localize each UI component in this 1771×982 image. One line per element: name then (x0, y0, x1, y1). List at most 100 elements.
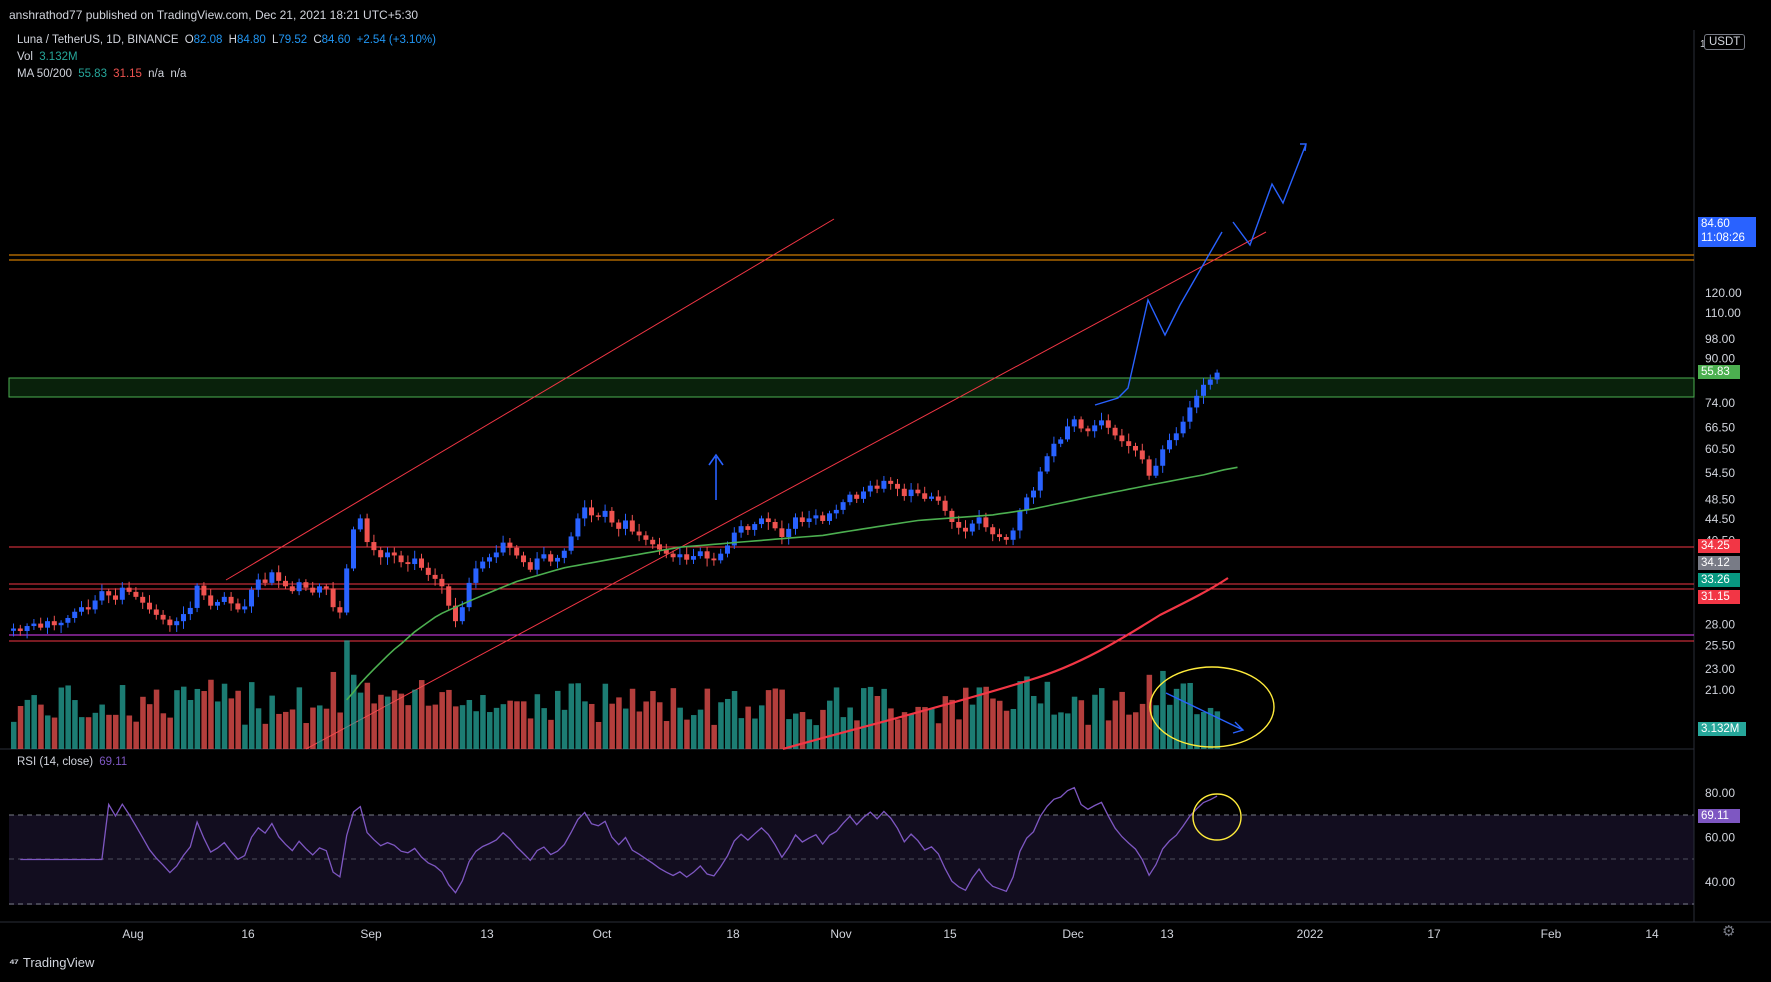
candle-body[interactable] (1058, 439, 1064, 444)
candle-body[interactable] (772, 522, 778, 529)
candle-body[interactable] (759, 518, 764, 525)
candle-body[interactable] (466, 582, 472, 608)
candle-body[interactable] (1010, 530, 1016, 540)
candle-body[interactable] (364, 518, 370, 543)
candle-body[interactable] (901, 488, 907, 497)
candle-body[interactable] (51, 621, 57, 626)
candle-body[interactable] (670, 553, 676, 558)
candle-body[interactable] (956, 522, 962, 528)
candle-body[interactable] (963, 527, 968, 532)
candle-body[interactable] (806, 518, 812, 523)
candle-body[interactable] (1065, 426, 1070, 440)
candle-body[interactable] (235, 603, 241, 610)
settings-gear-icon[interactable]: ⚙ (1722, 923, 1736, 940)
candle-body[interactable] (833, 509, 839, 514)
candle-body[interactable] (731, 532, 737, 546)
candle-body[interactable] (861, 491, 866, 499)
candle-body[interactable] (990, 527, 996, 535)
candle-body[interactable] (677, 554, 683, 558)
candle-body[interactable] (595, 515, 601, 517)
candle-body[interactable] (480, 561, 486, 569)
candle-body[interactable] (1146, 459, 1152, 476)
candle-body[interactable] (344, 568, 350, 613)
rsi-circle-highlight[interactable] (1192, 793, 1242, 841)
candle-body[interactable] (1214, 372, 1220, 380)
rsi-axis-ticks[interactable]: 80.00 60.00 40.00 (1705, 786, 1735, 889)
candle-body[interactable] (915, 489, 921, 494)
candle-body[interactable] (582, 507, 588, 519)
candle-body[interactable] (181, 614, 186, 622)
candle-body[interactable] (113, 595, 118, 600)
candle-body[interactable] (799, 517, 805, 523)
candle-body[interactable] (555, 557, 560, 562)
candle-body[interactable] (153, 609, 159, 615)
candle-body[interactable] (1105, 420, 1111, 428)
candle-body[interactable] (663, 549, 669, 554)
candle-body[interactable] (779, 528, 785, 538)
candle-body[interactable] (969, 523, 975, 532)
candle-body[interactable] (72, 611, 78, 618)
candle-body[interactable] (255, 579, 261, 590)
candle-body[interactable] (589, 507, 594, 516)
up-arrow-drawing[interactable] (708, 453, 724, 500)
candle-body[interactable] (514, 547, 520, 556)
candle-body[interactable] (289, 586, 295, 592)
candle-body[interactable] (276, 572, 282, 581)
candle-body[interactable] (303, 582, 309, 588)
candle-body[interactable] (725, 545, 730, 554)
candle-body[interactable] (1139, 450, 1145, 460)
candle-body[interactable] (351, 529, 356, 569)
candle-body[interactable] (323, 586, 329, 589)
candle-body[interactable] (1037, 471, 1043, 491)
candle-body[interactable] (697, 551, 703, 557)
candle-body[interactable] (1017, 510, 1023, 531)
candle-body[interactable] (745, 526, 751, 530)
candle-body[interactable] (629, 520, 635, 532)
candle-body[interactable] (487, 557, 492, 562)
channel-lower-line[interactable] (305, 231, 1267, 750)
candle-body[interactable] (38, 623, 44, 628)
candle-body[interactable] (126, 587, 132, 592)
candle-body[interactable] (568, 536, 574, 551)
candle-body[interactable] (45, 621, 50, 628)
candle-body[interactable] (11, 628, 16, 631)
candle-body[interactable] (24, 626, 30, 632)
candle-body[interactable] (283, 580, 288, 587)
candle-body[interactable] (133, 591, 139, 597)
candle-body[interactable] (371, 542, 377, 551)
candle-body[interactable] (493, 552, 499, 558)
main-pane[interactable] (0, 30, 1694, 750)
candle-body[interactable] (534, 558, 540, 570)
candle-body[interactable] (840, 502, 846, 510)
candle-body[interactable] (1078, 419, 1084, 429)
candle-body[interactable] (935, 496, 941, 501)
price-axis-ticks[interactable]: 120.00 110.00 98.00 90.00 74.00 66.50 60.50 54.… (1705, 286, 1742, 697)
volume-ellipse-highlight[interactable] (1149, 666, 1275, 748)
candle-body[interactable] (31, 623, 37, 627)
candle-body[interactable] (752, 524, 758, 530)
projection-path-2[interactable] (1232, 143, 1307, 247)
ma200-line[interactable] (782, 577, 1229, 751)
candle-body[interactable] (874, 485, 880, 489)
candle-body[interactable] (1092, 425, 1098, 432)
candle-body[interactable] (242, 606, 248, 610)
candle-body[interactable] (929, 496, 934, 499)
candle-body[interactable] (976, 517, 982, 524)
candle-body[interactable] (249, 589, 254, 607)
symbol-name[interactable]: Luna / TetherUS, 1D, BINANCE (17, 34, 179, 46)
candle-body[interactable] (1119, 435, 1125, 442)
candles[interactable] (11, 369, 1220, 639)
candle-body[interactable] (187, 607, 193, 615)
candle-body[interactable] (1051, 443, 1057, 457)
ma50-line[interactable] (346, 466, 1238, 701)
candle-body[interactable] (99, 591, 105, 601)
candle-body[interactable] (58, 622, 64, 626)
candle-body[interactable] (221, 596, 227, 602)
candle-body[interactable] (623, 520, 628, 529)
candle-body[interactable] (827, 513, 832, 521)
candle-body[interactable] (1194, 395, 1200, 408)
candle-body[interactable] (548, 554, 554, 562)
candle-body[interactable] (718, 553, 724, 561)
candle-body[interactable] (398, 555, 404, 563)
candle-body[interactable] (895, 483, 900, 489)
